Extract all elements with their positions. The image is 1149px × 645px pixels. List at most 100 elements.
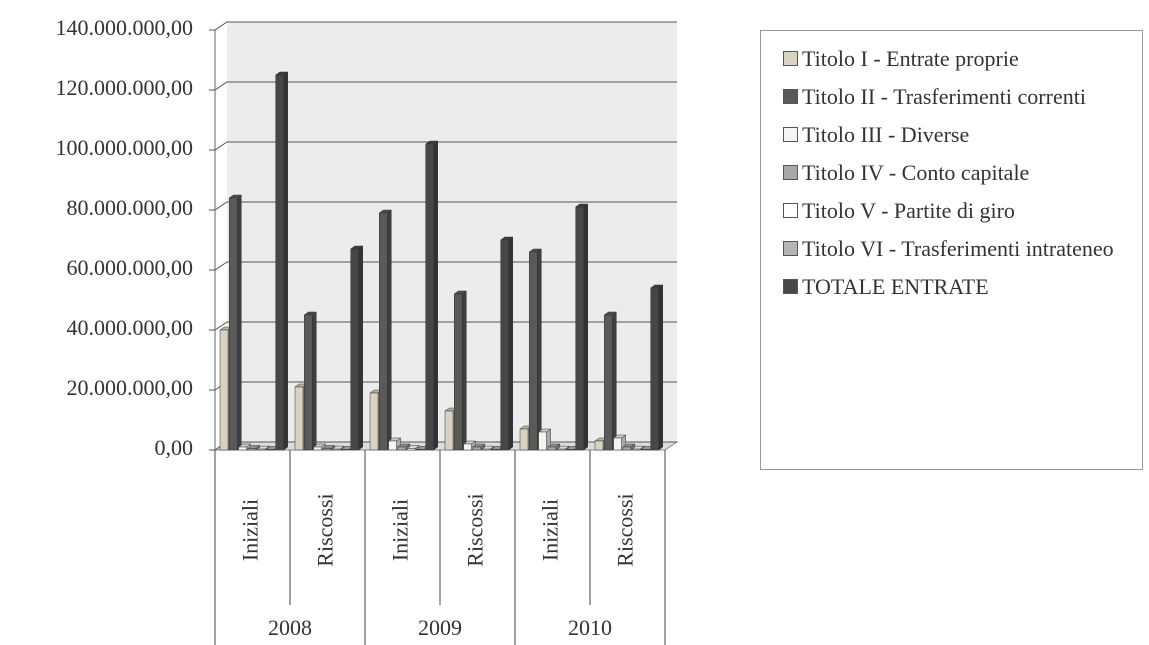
legend-label: TOTALE ENTRATE xyxy=(802,274,989,299)
grid-line xyxy=(209,321,677,331)
bar xyxy=(313,446,322,451)
legend-label: Titolo VI - Trasferimenti intrateneo xyxy=(802,236,1114,261)
x-tick-label: Iniziali xyxy=(238,499,263,561)
bar xyxy=(275,74,284,451)
bar-side xyxy=(583,203,588,451)
bar xyxy=(500,239,509,451)
group-label: 2009 xyxy=(418,615,462,640)
bar-side xyxy=(358,245,363,451)
bar-side xyxy=(387,209,392,451)
bar xyxy=(538,431,547,451)
bar xyxy=(641,449,650,451)
x-tick-label: Riscossi xyxy=(463,493,488,566)
legend-label: Titolo IV - Conto capitale xyxy=(802,160,1030,185)
bar xyxy=(547,446,557,451)
grid-line xyxy=(209,201,677,211)
bar xyxy=(613,437,622,451)
bar xyxy=(529,251,538,451)
bar xyxy=(341,449,350,451)
x-tick-label: Riscossi xyxy=(613,493,638,566)
y-tick-label: 120.000.000,00 xyxy=(56,75,194,100)
bar-side xyxy=(658,284,663,451)
legend-item: Titolo VI - Trasferimenti intrateneo xyxy=(783,235,1134,262)
bar-side xyxy=(237,194,242,451)
legend-swatch xyxy=(783,279,798,294)
bar xyxy=(229,197,238,451)
bar xyxy=(519,428,529,451)
legend-item: TOTALE ENTRATE xyxy=(783,273,1134,300)
legend-item: Titolo IV - Conto capitale xyxy=(783,159,1134,186)
bar xyxy=(304,314,313,451)
legend-label: Titolo I - Entrate proprie xyxy=(802,46,1019,71)
legend-swatch xyxy=(783,89,798,104)
x-tick-label: Iniziali xyxy=(388,499,413,561)
bar xyxy=(331,448,341,451)
x-tick-label: Riscossi xyxy=(313,493,338,566)
legend-swatch xyxy=(783,51,798,66)
bar xyxy=(556,448,566,451)
bar xyxy=(604,314,613,451)
legend-item: Titolo V - Partite di giro xyxy=(783,197,1134,224)
bar xyxy=(379,212,388,451)
legend-label: Titolo III - Diverse xyxy=(802,122,970,147)
legend-label: Titolo II - Trasferimenti correnti xyxy=(802,84,1086,109)
bar xyxy=(266,449,275,451)
bar-side xyxy=(283,71,288,451)
legend: Titolo I - Entrate proprie Titolo II - Tr… xyxy=(760,30,1143,470)
bar xyxy=(425,143,434,451)
bar xyxy=(444,410,454,451)
grid-line xyxy=(209,141,677,151)
bar xyxy=(491,449,500,451)
bar xyxy=(454,293,463,451)
bar-side xyxy=(312,311,317,451)
y-tick-label: 40.000.000,00 xyxy=(67,315,194,340)
bar-side xyxy=(508,236,513,451)
bar xyxy=(369,392,379,451)
legend-item: Titolo III - Diverse xyxy=(783,121,1134,148)
legend-swatch xyxy=(783,165,798,180)
bar xyxy=(472,446,482,451)
y-tick-label: 60.000.000,00 xyxy=(67,255,194,280)
group-label: 2010 xyxy=(568,615,612,640)
bar xyxy=(575,206,584,451)
legend-swatch xyxy=(783,127,798,142)
bar xyxy=(463,443,472,451)
bar xyxy=(406,448,416,451)
grid-line xyxy=(209,21,677,31)
bar xyxy=(294,386,304,451)
legend-swatch xyxy=(783,203,798,218)
bar xyxy=(650,287,659,451)
bar xyxy=(322,448,332,451)
legend-label: Titolo V - Partite di giro xyxy=(802,198,1015,223)
bar xyxy=(256,448,266,451)
y-tick-label: 140.000.000,00 xyxy=(56,15,194,40)
bar-side xyxy=(537,248,542,451)
bar xyxy=(350,248,359,451)
bar xyxy=(594,440,604,451)
bar xyxy=(238,446,247,451)
legend-swatch xyxy=(783,241,798,256)
y-tick-label: 0,00 xyxy=(155,435,194,460)
bar xyxy=(219,329,229,451)
bar xyxy=(622,446,632,451)
bar xyxy=(416,449,425,451)
grid-line xyxy=(209,261,677,271)
x-tick-label: Iniziali xyxy=(538,499,563,561)
group-label: 2008 xyxy=(268,615,312,640)
bar xyxy=(247,448,257,451)
back-wall xyxy=(227,22,677,442)
grid-line xyxy=(209,81,677,91)
bar-side xyxy=(462,290,467,451)
legend-item: Titolo I - Entrate proprie xyxy=(783,45,1134,72)
bar-side xyxy=(612,311,617,451)
y-tick-label: 20.000.000,00 xyxy=(67,375,194,400)
bar xyxy=(388,440,397,451)
bar-side xyxy=(433,140,438,451)
bar xyxy=(397,446,407,451)
y-tick-label: 100.000.000,00 xyxy=(56,135,194,160)
legend-item: Titolo II - Trasferimenti correnti xyxy=(783,83,1134,110)
bar xyxy=(481,448,491,451)
bar xyxy=(566,449,575,451)
